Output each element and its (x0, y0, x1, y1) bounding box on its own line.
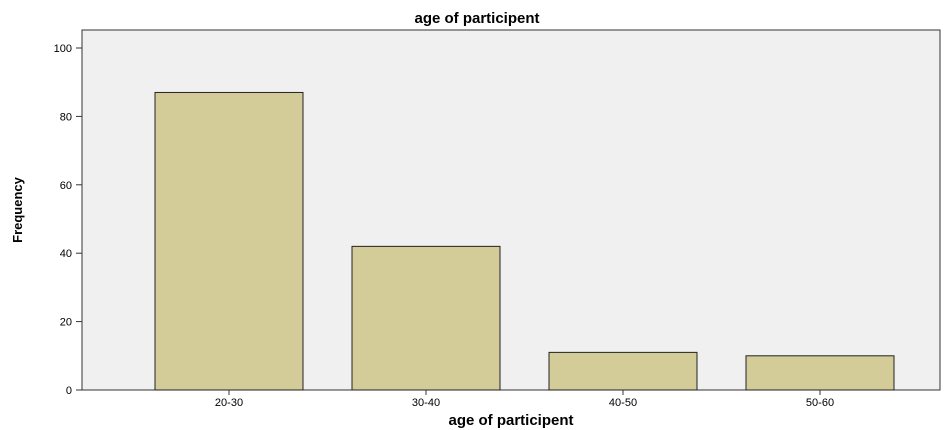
chart-title: age of participent (414, 10, 539, 27)
bar (548, 351, 698, 391)
x-tick-label: 50-60 (806, 397, 834, 409)
bar (154, 91, 304, 391)
x-axis: 20-30 30-40 40-50 50-60 (215, 390, 834, 409)
x-tick-label: 40-50 (609, 397, 637, 409)
x-tick-label: 20-30 (215, 397, 243, 409)
y-tick-label: 0 (66, 385, 72, 397)
y-tick-label: 100 (54, 43, 72, 55)
bar-series (154, 91, 895, 391)
bar (351, 245, 501, 391)
y-tick-label: 60 (60, 180, 72, 192)
x-axis-label: age of participent (448, 412, 573, 429)
y-tick-label: 80 (60, 111, 72, 123)
y-axis: 0 20 40 60 80 100 (54, 43, 82, 397)
y-tick-label: 40 (60, 248, 72, 260)
y-axis-label: Frequency (10, 176, 25, 243)
x-tick-label: 30-40 (412, 397, 440, 409)
bar (745, 355, 895, 391)
y-tick-label: 20 (60, 317, 72, 329)
